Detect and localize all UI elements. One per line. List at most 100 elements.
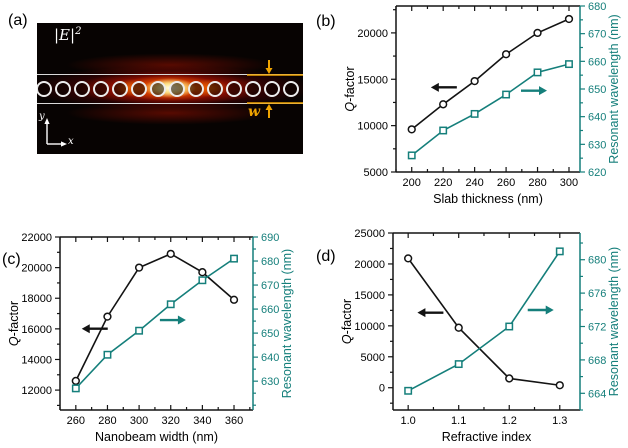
nanobeam-hole xyxy=(226,80,242,97)
data-point-square xyxy=(230,254,238,263)
data-point-square xyxy=(404,386,413,395)
left-axis-label-d: Q-factor xyxy=(340,299,354,344)
series-direction-arrow-right-icon xyxy=(521,86,547,96)
svg-text:10000: 10000 xyxy=(354,321,385,333)
left-axis-label-c: Q-factor xyxy=(7,301,21,346)
svg-text:670: 670 xyxy=(261,280,279,292)
svg-text:690: 690 xyxy=(261,232,279,244)
data-point-circle xyxy=(439,100,448,109)
svg-text:340: 340 xyxy=(193,415,211,427)
nanobeam-hole xyxy=(74,80,90,97)
nanobeam-hole xyxy=(55,80,71,97)
svg-text:660: 660 xyxy=(588,56,606,68)
svg-text:240: 240 xyxy=(465,177,483,189)
data-point-square xyxy=(470,109,479,118)
nanobeam-hole xyxy=(283,80,299,97)
nanobeam-hole xyxy=(112,80,128,97)
data-point-square xyxy=(533,68,542,77)
series-direction-arrow-left-icon xyxy=(81,324,108,334)
series-line-square xyxy=(75,257,235,389)
data-point-circle xyxy=(198,268,207,277)
data-point-circle xyxy=(134,263,144,272)
nanobeam-hole xyxy=(169,80,185,97)
data-point-square xyxy=(454,360,463,369)
width-annotation xyxy=(247,60,303,118)
svg-text:360: 360 xyxy=(225,415,243,427)
svg-text:300: 300 xyxy=(130,415,148,427)
series-line-circle xyxy=(411,18,570,130)
svg-text:640: 640 xyxy=(588,112,606,124)
nanobeam-holes xyxy=(37,23,303,154)
panel-label-c: (c) xyxy=(2,251,21,268)
x-axis-arrow-label: x xyxy=(68,136,74,147)
series-line-square xyxy=(407,250,561,392)
nanobeam-hole xyxy=(150,80,166,97)
svg-text:680: 680 xyxy=(261,256,279,268)
series-direction-arrow-left-icon xyxy=(417,308,444,318)
svg-text:260: 260 xyxy=(67,415,85,427)
svg-text:15000: 15000 xyxy=(357,74,388,86)
data-point-circle xyxy=(166,249,175,258)
chart-slab-thickness: 200 220 240 260 280 300 5000 10000 15000 20000 620… xyxy=(330,0,628,214)
svg-text:630: 630 xyxy=(261,376,279,388)
nanobeam-hole xyxy=(188,80,204,97)
svg-text:680: 680 xyxy=(588,255,606,267)
chart-nanobeam-width: 260 280 300 320 340 360 12000 14000 16000 18000 20… xyxy=(0,228,315,448)
data-point-circle xyxy=(71,376,80,386)
chart-canvas-d: 1.0 1.1 1.2 1.3 0 5000 10000 15000 20000 25000 664… xyxy=(340,228,621,444)
right-axis-label-c: Resonant wavelength (nm) xyxy=(280,249,294,398)
field-intensity-label: |E|2 xyxy=(54,26,82,44)
svg-text:22000: 22000 xyxy=(21,232,52,244)
field-intensity-panel: |E|2 w y x xyxy=(37,23,303,154)
series-line-square xyxy=(411,63,570,157)
svg-text:14000: 14000 xyxy=(21,354,52,366)
right-axis-label-d: Resonant wavelength (nm) xyxy=(607,247,621,396)
data-point-square xyxy=(439,126,448,135)
coordinate-axes-icon xyxy=(44,118,67,147)
x-axis-label-b: Slab thickness (nm) xyxy=(433,192,543,206)
svg-text:664: 664 xyxy=(588,388,606,400)
svg-text:650: 650 xyxy=(261,328,279,340)
x-axis-label-c: Nanobeam width (nm) xyxy=(95,430,218,444)
data-point-square xyxy=(71,384,80,393)
panel-label-b: (b) xyxy=(316,13,336,30)
nanobeam-hole xyxy=(245,80,261,97)
svg-text:0: 0 xyxy=(379,383,385,395)
data-point-square xyxy=(565,60,573,69)
svg-text:620: 620 xyxy=(588,167,606,179)
series-direction-arrow-right-icon xyxy=(527,305,554,315)
chart-canvas-c: 260 280 300 320 340 360 12000 14000 16000 18000 20… xyxy=(7,232,294,444)
svg-text:220: 220 xyxy=(434,177,452,189)
svg-text:20000: 20000 xyxy=(354,259,385,271)
svg-text:320: 320 xyxy=(162,415,180,427)
svg-text:260: 260 xyxy=(497,177,515,189)
svg-text:660: 660 xyxy=(261,304,279,316)
svg-text:15000: 15000 xyxy=(354,290,385,302)
svg-text:5000: 5000 xyxy=(364,167,388,179)
data-point-circle xyxy=(505,374,514,383)
panel-label-a: (a) xyxy=(8,12,28,29)
series-line-circle xyxy=(407,257,560,387)
svg-text:1.1: 1.1 xyxy=(451,415,466,427)
svg-text:650: 650 xyxy=(588,84,606,96)
series-direction-arrow-left-icon xyxy=(430,82,457,92)
data-point-circle xyxy=(404,254,413,263)
data-point-square xyxy=(502,90,511,99)
right-axis-label-b: Resonant wavelength (nm) xyxy=(607,14,621,163)
svg-text:18000: 18000 xyxy=(21,293,52,305)
svg-text:12000: 12000 xyxy=(21,385,52,397)
data-point-circle xyxy=(533,28,542,38)
svg-text:5000: 5000 xyxy=(361,352,385,364)
beam-width-label: w xyxy=(248,104,261,120)
nanobeam-waveguide xyxy=(37,74,303,104)
y-axis-arrow-label: y xyxy=(39,111,45,122)
data-point-square xyxy=(135,326,144,335)
data-point-circle xyxy=(407,125,416,134)
svg-text:25000: 25000 xyxy=(354,228,385,240)
svg-text:200: 200 xyxy=(403,177,421,189)
arrow-up-icon xyxy=(265,104,273,118)
nanobeam-hole xyxy=(37,80,52,97)
data-point-circle xyxy=(564,14,574,24)
data-point-circle xyxy=(103,312,112,321)
